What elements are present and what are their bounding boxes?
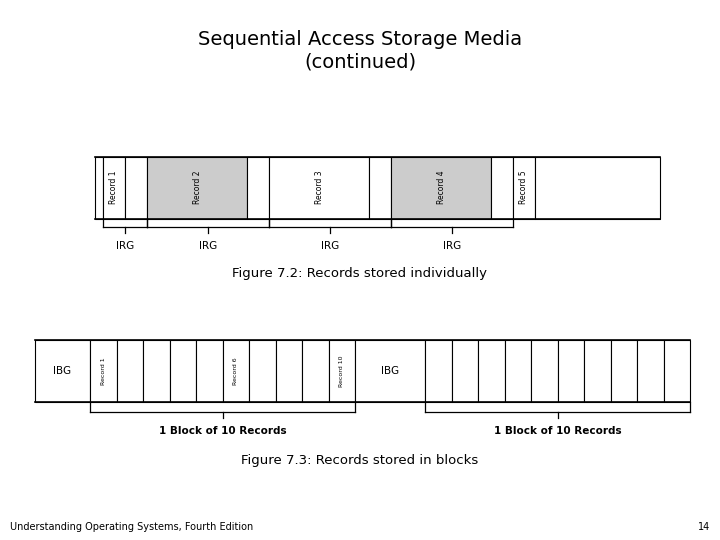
Bar [222, 340, 249, 402]
Text: IBG: IBG [53, 366, 71, 376]
Text: Sequential Access Storage Media
(continued): Sequential Access Storage Media (continu… [198, 30, 522, 71]
Bar [35, 340, 90, 402]
Text: Record 1: Record 1 [109, 171, 119, 205]
Bar [491, 157, 513, 219]
Bar [90, 340, 117, 402]
Bar [247, 157, 269, 219]
Bar [95, 157, 103, 219]
Text: 14: 14 [698, 522, 710, 532]
Bar [637, 340, 664, 402]
Text: IBG: IBG [381, 366, 399, 376]
Bar [103, 157, 125, 219]
Text: Figure 7.2: Records stored individually: Figure 7.2: Records stored individually [233, 267, 487, 280]
Text: Figure 7.3: Records stored in blocks: Figure 7.3: Records stored in blocks [241, 454, 479, 467]
Bar [557, 340, 584, 402]
Bar [369, 157, 391, 219]
Bar [276, 340, 302, 402]
Bar [169, 340, 196, 402]
Bar [531, 340, 557, 402]
Bar [391, 157, 491, 219]
Text: Understanding Operating Systems, Fourth Edition: Understanding Operating Systems, Fourth … [10, 522, 253, 532]
Bar [611, 340, 637, 402]
Bar [125, 157, 147, 219]
Text: IRG: IRG [321, 241, 339, 251]
Bar [478, 340, 505, 402]
Bar [117, 340, 143, 402]
Text: Record 4: Record 4 [436, 171, 446, 205]
Text: IRG: IRG [199, 241, 217, 251]
Text: Record 10: Record 10 [339, 355, 344, 387]
Text: Record 6: Record 6 [233, 357, 238, 385]
Text: IRG: IRG [443, 241, 461, 251]
Bar [249, 340, 276, 402]
Text: Record 3: Record 3 [315, 171, 323, 205]
Text: 1 Block of 10 Records: 1 Block of 10 Records [158, 426, 287, 436]
Bar [355, 340, 425, 402]
Bar [505, 340, 531, 402]
Text: 1 Block of 10 Records: 1 Block of 10 Records [494, 426, 621, 436]
Bar [513, 157, 535, 219]
Bar [196, 340, 222, 402]
Text: IRG: IRG [116, 241, 134, 251]
Bar [269, 157, 369, 219]
Text: Record 2: Record 2 [192, 171, 202, 205]
Bar [328, 340, 355, 402]
Bar [147, 157, 247, 219]
Text: Record 1: Record 1 [101, 357, 106, 385]
Bar [302, 340, 328, 402]
Text: Record 5: Record 5 [520, 171, 528, 205]
Bar [143, 340, 169, 402]
Bar [425, 340, 451, 402]
Bar [664, 340, 690, 402]
Bar [451, 340, 478, 402]
Bar [584, 340, 611, 402]
Bar [535, 157, 660, 219]
